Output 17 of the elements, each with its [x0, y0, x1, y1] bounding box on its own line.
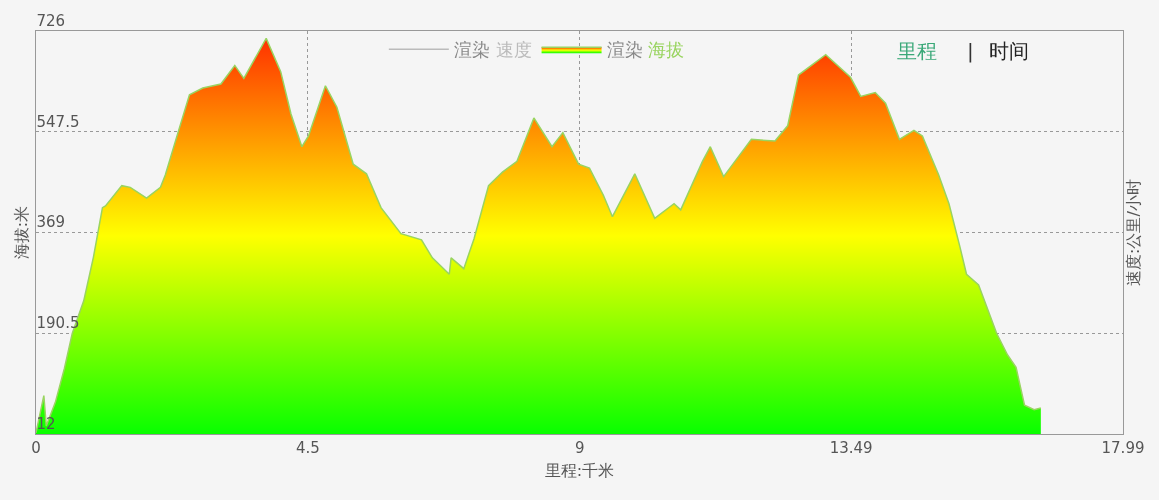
annotation: 时间 — [989, 39, 1029, 63]
x-tick-label: 9 — [575, 439, 585, 457]
y-tick-label: 726 — [36, 11, 66, 30]
legend-label: 渲染 海拔 — [606, 39, 685, 61]
x-tick-label: 4.5 — [295, 439, 320, 457]
x-tick-label: 13.49 — [829, 439, 873, 457]
annotation: 里程 — [897, 39, 937, 63]
x-tick-label: 17.99 — [1101, 439, 1145, 457]
legend-label: 渲染 速度 — [453, 39, 532, 61]
annotation: | — [967, 39, 974, 63]
y-tick-label: 12 — [36, 414, 56, 433]
y-tick-label: 547.5 — [36, 112, 80, 131]
y-tick-label: 369 — [36, 213, 66, 232]
x-tick-label: 0 — [31, 439, 41, 457]
y-axis-title: 海拔:米 — [12, 205, 32, 260]
x-axis-title: 里程:千米 — [544, 460, 615, 480]
y2-axis-title: 速度:公里/小时 — [1123, 179, 1143, 286]
